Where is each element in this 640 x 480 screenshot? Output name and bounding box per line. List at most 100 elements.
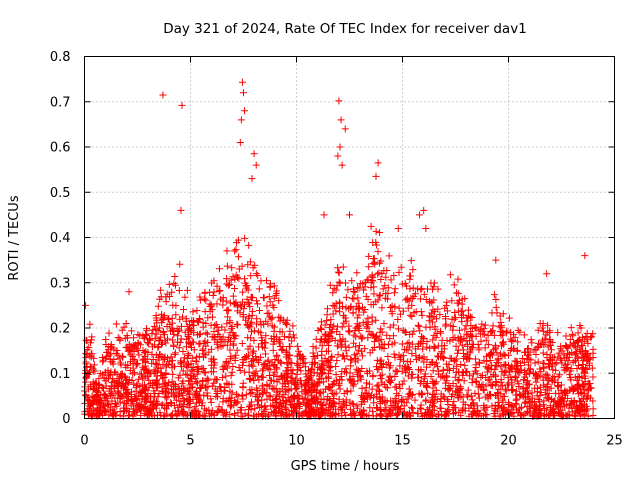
data-point (334, 351, 342, 359)
data-point (325, 364, 333, 372)
data-point (520, 331, 528, 339)
data-point (334, 264, 342, 272)
data-point (114, 351, 122, 359)
data-point (110, 368, 118, 376)
data-point (347, 362, 355, 370)
data-point (100, 391, 108, 399)
data-point (510, 404, 518, 412)
data-point (295, 347, 303, 355)
data-point (332, 389, 340, 397)
data-point (227, 403, 235, 411)
data-point (481, 321, 489, 329)
data-point (414, 374, 422, 382)
data-point (105, 387, 113, 395)
data-point (589, 345, 597, 353)
data-point (326, 281, 334, 289)
data-point (461, 361, 469, 369)
data-point (306, 367, 314, 375)
data-point (95, 400, 103, 408)
data-point (409, 266, 417, 274)
data-point (568, 397, 576, 405)
data-point (468, 313, 476, 321)
data-point (514, 366, 522, 374)
data-point (276, 399, 284, 407)
data-point (141, 355, 149, 363)
data-point (531, 359, 539, 367)
data-point (318, 351, 326, 359)
data-point (546, 341, 554, 349)
data-point (565, 371, 573, 379)
data-point (477, 337, 485, 345)
data-point (178, 380, 186, 388)
data-point (555, 349, 563, 357)
data-point (124, 347, 132, 355)
data-point (348, 277, 356, 285)
data-point (354, 294, 362, 302)
data-point (289, 322, 297, 330)
y-tick-label: 0.1 (50, 367, 71, 382)
data-point (578, 389, 586, 397)
data-point (118, 326, 126, 334)
data-point (141, 334, 149, 342)
data-point (349, 382, 357, 390)
data-point (336, 279, 344, 287)
data-point (368, 271, 376, 279)
data-point (350, 400, 358, 408)
data-point (168, 378, 176, 386)
data-point (184, 350, 192, 358)
data-point (369, 373, 377, 381)
data-point (189, 308, 197, 316)
data-point (233, 346, 241, 354)
data-point (283, 359, 291, 367)
data-point (210, 288, 218, 296)
data-point (243, 295, 251, 303)
data-point (472, 378, 480, 386)
data-point (429, 384, 437, 392)
data-point (568, 408, 576, 416)
data-point (127, 327, 135, 335)
data-point (522, 384, 530, 392)
data-point (215, 287, 223, 295)
data-point (217, 342, 225, 350)
data-point (155, 343, 163, 351)
data-point (459, 371, 467, 379)
data-point (430, 403, 438, 411)
data-point (87, 383, 95, 391)
data-points (81, 78, 597, 420)
data-point (246, 386, 254, 394)
data-point (254, 396, 262, 404)
data-point (122, 389, 130, 397)
data-point (114, 334, 122, 342)
data-point (497, 342, 505, 350)
data-point (250, 370, 258, 378)
data-point (251, 405, 259, 413)
data-point (213, 387, 221, 395)
data-point (136, 382, 144, 390)
data-point (315, 379, 323, 387)
data-point (122, 319, 130, 327)
data-point (134, 359, 142, 367)
data-point (454, 289, 462, 297)
data-point (358, 352, 366, 360)
data-point (252, 297, 260, 305)
data-point (246, 258, 254, 266)
data-point (508, 376, 516, 384)
data-point (338, 376, 346, 384)
data-point (406, 358, 414, 366)
data-point (255, 285, 263, 293)
data-point (270, 282, 278, 290)
data-point (156, 324, 164, 332)
data-point (550, 398, 558, 406)
data-point (272, 411, 280, 419)
data-point (461, 325, 469, 333)
data-point (183, 322, 191, 330)
data-point (106, 355, 114, 363)
data-point (472, 367, 480, 375)
data-point (254, 300, 262, 308)
data-point (267, 315, 275, 323)
data-point (272, 399, 280, 407)
data-point (281, 319, 289, 327)
data-point (208, 313, 216, 321)
data-point (266, 372, 274, 380)
data-point (171, 349, 179, 357)
